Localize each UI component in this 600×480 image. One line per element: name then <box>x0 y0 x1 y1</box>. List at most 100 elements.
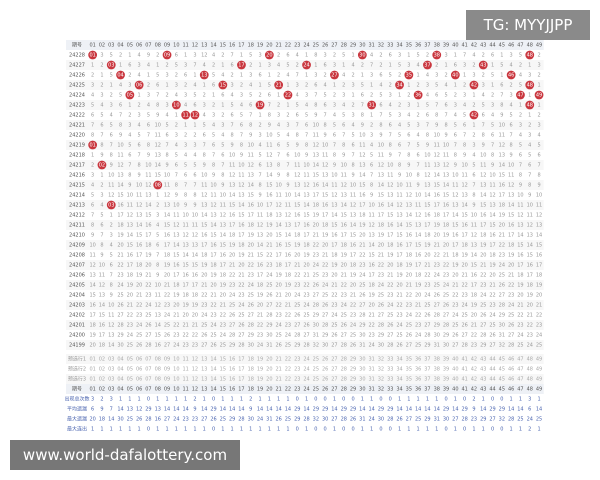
omission: 17 <box>424 223 430 229</box>
omission: 5 <box>398 133 401 139</box>
column-footer: 49 <box>536 387 542 393</box>
column-footer: 30 <box>359 387 365 393</box>
omission: 1 <box>147 73 150 79</box>
omission: 8 <box>175 183 178 189</box>
omission: 2 <box>156 53 159 59</box>
omission: 24 <box>145 303 151 309</box>
omission: 22 <box>443 263 449 269</box>
stat-value: 0 <box>379 397 382 403</box>
omission: 12 <box>164 193 170 199</box>
omission: 4 <box>203 113 206 119</box>
ball-number: 35 <box>406 73 412 79</box>
omission: 7 <box>324 113 327 119</box>
preselect-number: 46 <box>508 357 514 363</box>
omission: 16 <box>164 233 170 239</box>
omission: 7 <box>454 143 457 149</box>
omission: 7 <box>240 133 243 139</box>
omission: 7 <box>221 163 224 169</box>
issue-number: 24206 <box>69 273 85 279</box>
omission: 4 <box>379 83 382 89</box>
omission: 3 <box>175 83 178 89</box>
omission: 28 <box>341 343 347 349</box>
omission: 19 <box>331 263 337 269</box>
omission: 2 <box>138 103 141 109</box>
omission: 6 <box>193 103 196 109</box>
stat-value: 0 <box>342 397 345 403</box>
stat-value: 29 <box>350 407 356 413</box>
omission: 10 <box>192 213 198 219</box>
omission: 5 <box>110 53 113 59</box>
omission: 5 <box>212 133 215 139</box>
omission: 25 <box>443 293 449 299</box>
omission: 3 <box>184 63 187 69</box>
issue-number: 24217 <box>69 163 85 169</box>
column-header: 15 <box>220 43 226 49</box>
omission: 17 <box>201 243 207 249</box>
omission: 18 <box>238 243 244 249</box>
column-header: 25 <box>313 43 319 49</box>
omission: 31 <box>434 343 440 349</box>
omission: 3 <box>472 73 475 79</box>
ball-number: 37 <box>424 63 430 69</box>
omission: 2 <box>249 63 252 69</box>
omission: 18 <box>182 293 188 299</box>
omission: 19 <box>471 303 477 309</box>
omission: 16 <box>303 223 309 229</box>
omission: 12 <box>155 303 161 309</box>
stat-value: 1 <box>128 397 131 403</box>
omission: 6 <box>491 53 494 59</box>
omission: 11 <box>341 173 347 179</box>
stat-value: 9 <box>472 407 475 413</box>
omission: 5 <box>212 73 215 79</box>
omission: 4 <box>212 123 215 129</box>
ball <box>106 60 116 70</box>
stat-value: 9 <box>249 407 252 413</box>
omission: 15 <box>210 233 216 239</box>
omission: 1 <box>286 103 289 109</box>
omission: 22 <box>406 293 412 299</box>
omission: 30 <box>322 343 328 349</box>
omission: 24 <box>406 313 412 319</box>
omission: 1 <box>91 63 94 69</box>
omission: 9 <box>119 133 122 139</box>
omission: 6 <box>472 173 475 179</box>
omission: 23 <box>229 283 235 289</box>
omission: 4 <box>407 113 410 119</box>
stat-value: 14 <box>406 407 412 413</box>
stat-value: 14 <box>368 407 374 413</box>
omission: 15 <box>164 223 170 229</box>
omission: 11 <box>471 223 477 229</box>
ball <box>525 80 535 90</box>
omission: 7 <box>231 53 234 59</box>
stat-value: 0 <box>389 397 392 403</box>
omission: 11 <box>173 213 179 219</box>
omission: 16 <box>443 203 449 209</box>
omission: 17 <box>285 263 291 269</box>
omission: 8 <box>119 123 122 129</box>
stat-value: 1 <box>510 397 513 403</box>
omission: 15 <box>89 293 95 299</box>
omission: 12 <box>117 163 123 169</box>
omission: 9 <box>417 183 420 189</box>
omission: 14 <box>294 193 300 199</box>
preselect-number: 35 <box>406 357 412 363</box>
omission: 6 <box>351 143 354 149</box>
omission: 11 <box>508 173 514 179</box>
omission: 14 <box>136 223 142 229</box>
omission: 19 <box>257 293 263 299</box>
omission: 25 <box>415 343 421 349</box>
stat-value: 0 <box>212 397 215 403</box>
stat-value: 29 <box>229 417 235 423</box>
omission: 9 <box>128 183 131 189</box>
preselect-number: 47 <box>517 367 523 373</box>
omission: 14 <box>480 193 486 199</box>
ball-number: 15 <box>220 83 226 89</box>
ball-number: 49 <box>536 93 542 99</box>
stat-value: 1 <box>110 427 113 433</box>
preselect-number: 27 <box>331 367 337 373</box>
omission: 13 <box>452 203 458 209</box>
omission: 6 <box>128 63 131 69</box>
omission: 4 <box>296 93 299 99</box>
ball-number: 03 <box>108 203 114 209</box>
column-header: 18 <box>248 43 254 49</box>
